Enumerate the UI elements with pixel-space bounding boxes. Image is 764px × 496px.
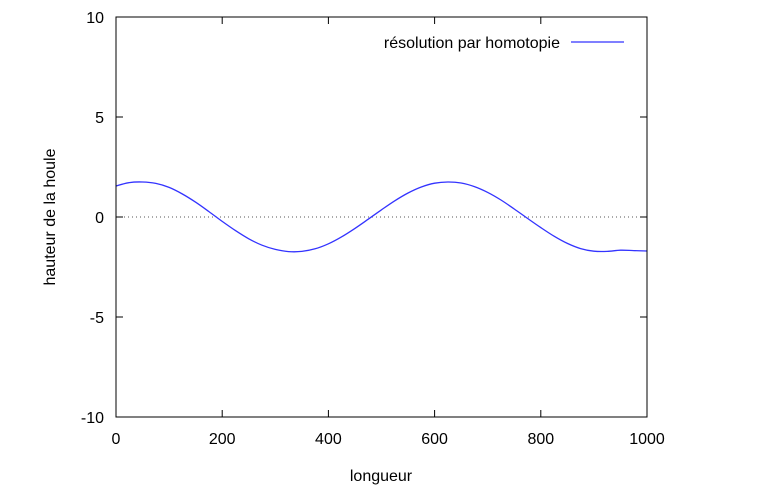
series-line (115, 181, 648, 253)
y-tick-label: 5 (95, 110, 104, 127)
x-tick-label: 200 (209, 431, 236, 448)
x-axis-label: longueur (350, 468, 413, 485)
x-tick-label: 800 (527, 431, 554, 448)
series-layer (115, 181, 648, 253)
axis-ticks (115, 16, 648, 418)
x-tick-label: 1000 (629, 431, 665, 448)
y-axis-label: hauteur de la houle (42, 148, 59, 285)
y-tick-label: 0 (95, 210, 104, 227)
x-tick-label: 400 (315, 431, 342, 448)
y-tick-label: -10 (81, 410, 104, 427)
y-tick-label: 10 (86, 10, 104, 27)
x-tick-label: 600 (421, 431, 448, 448)
tick-labels: 0 200 400 600 800 1000 -10 -5 0 5 10 (81, 10, 665, 448)
legend-label: résolution par homotopie (384, 35, 560, 52)
y-tick-label: -5 (90, 310, 104, 327)
legend: résolution par homotopie (384, 35, 624, 52)
x-tick-label: 0 (112, 431, 121, 448)
plot-frame (115, 16, 648, 418)
